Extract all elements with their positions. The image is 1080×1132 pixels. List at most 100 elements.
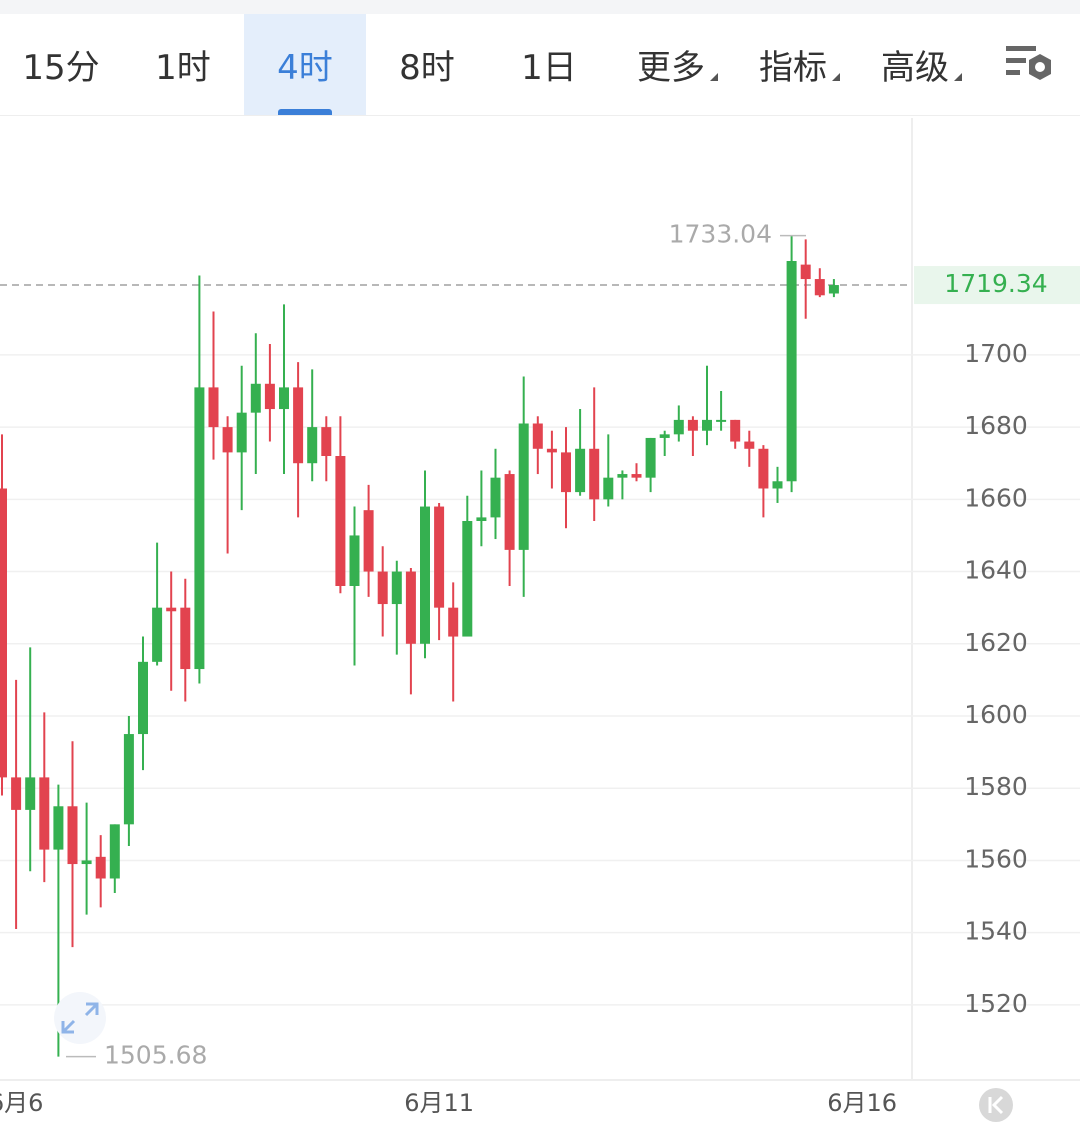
tab[interactable]: 8时 — [366, 14, 488, 115]
tab[interactable]: 1时 — [122, 14, 244, 115]
candle-body — [279, 387, 289, 410]
candle-body — [687, 419, 698, 431]
candle-body — [448, 607, 459, 637]
candle-body — [81, 860, 92, 865]
candle-body — [194, 387, 205, 670]
candle-body — [420, 506, 430, 644]
x-tick-label: 6月6 — [0, 1089, 43, 1117]
candle-body — [236, 412, 247, 453]
candle-body — [490, 477, 501, 518]
tab[interactable]: 高级 — [854, 14, 976, 115]
y-tick-label: 1620 — [964, 628, 1028, 657]
dropdown-arrow — [832, 73, 840, 81]
tab[interactable]: 15分 — [0, 14, 122, 115]
candle-body — [772, 481, 783, 489]
expand-icon[interactable] — [54, 992, 106, 1044]
candle-body — [293, 387, 304, 464]
tab[interactable]: 更多 — [610, 14, 732, 115]
candle-body — [532, 423, 543, 449]
candle-body — [603, 477, 614, 500]
candle-body — [405, 571, 416, 644]
candle-body — [589, 448, 600, 500]
timeframe-tabs: 15分 1时 4时 8时 1日 更多 指标 高级 — [0, 0, 1080, 116]
tab-label: 高级 — [881, 48, 949, 88]
settings-icon[interactable] — [1004, 40, 1054, 90]
candle-body — [462, 521, 473, 637]
tab[interactable]: 指标 — [732, 14, 854, 115]
candle-body — [109, 824, 120, 879]
candle-body — [716, 419, 727, 422]
collapse-button-glyph — [988, 1095, 1004, 1115]
candle-body — [828, 285, 839, 294]
candle-body — [264, 383, 275, 410]
y-tick-label: 1660 — [964, 483, 1028, 512]
y-tick-label: 1700 — [964, 339, 1028, 368]
candle-body — [363, 510, 374, 572]
y-tick-label: 1580 — [964, 772, 1028, 801]
candle-body — [391, 571, 402, 605]
last-price-box — [914, 266, 1080, 305]
candle-body — [11, 777, 22, 810]
tab[interactable]: 1日 — [488, 14, 610, 115]
x-tick-label: 6月16 — [827, 1089, 897, 1117]
dropdown-arrow — [954, 73, 962, 81]
collapse-button-bg — [979, 1088, 1013, 1122]
tab-label: 4时 — [277, 48, 333, 88]
candle-body — [138, 661, 148, 735]
candle-body — [730, 419, 741, 442]
dropdown-arrow — [710, 73, 718, 81]
candle-body — [39, 777, 50, 850]
last-price-label: 1719.34 — [944, 269, 1047, 298]
candle-body — [152, 607, 163, 662]
candle-body — [123, 734, 134, 825]
candle-body — [504, 474, 515, 550]
tab-label: 1时 — [155, 48, 211, 88]
candle-body — [631, 474, 642, 478]
candle-body — [95, 856, 106, 879]
candle-body — [561, 452, 571, 493]
candle-body — [250, 383, 261, 413]
candle-body — [546, 448, 557, 453]
candle-body — [377, 571, 388, 605]
candle-body — [166, 607, 177, 612]
y-tick-label: 1520 — [964, 989, 1028, 1018]
candle-body — [180, 607, 191, 670]
candle-body — [645, 437, 656, 478]
expand-icon-arrows — [61, 1002, 99, 1034]
candle-body — [25, 777, 36, 810]
collapse-button[interactable] — [979, 1088, 1013, 1122]
tab-label: 指标 — [759, 48, 827, 88]
candle-body — [307, 427, 318, 464]
candle-body — [673, 419, 684, 435]
candle-body — [321, 427, 332, 456]
candle-body — [67, 806, 78, 865]
candle-body — [800, 264, 811, 280]
high-label: 1733.04 — [669, 220, 772, 249]
candle-body — [786, 261, 797, 482]
y-tick-label: 1600 — [964, 700, 1028, 729]
y-tick-label: 1540 — [964, 917, 1028, 946]
candle-body — [53, 806, 64, 850]
candle-body — [518, 423, 529, 550]
y-tick-label: 1680 — [964, 411, 1028, 440]
candle-body — [617, 474, 628, 478]
tab-label: 15分 — [22, 48, 100, 88]
candle-body — [575, 448, 586, 493]
candle-body — [434, 506, 445, 608]
candle-body — [349, 535, 360, 586]
candle-body — [476, 517, 487, 521]
x-tick-label: 6月11 — [404, 1089, 474, 1117]
candle-body — [744, 441, 755, 449]
tab-label: 更多 — [637, 48, 705, 88]
candle-body — [702, 419, 712, 431]
tab-label: 1日 — [521, 48, 577, 88]
low-label: 1505.68 — [104, 1041, 207, 1070]
tab[interactable]: 4时 — [244, 14, 366, 115]
y-tick-label: 1560 — [964, 844, 1028, 873]
candle-body — [659, 434, 670, 438]
candle-body — [758, 448, 769, 489]
candle-body — [208, 387, 219, 428]
candle-body — [814, 279, 825, 296]
